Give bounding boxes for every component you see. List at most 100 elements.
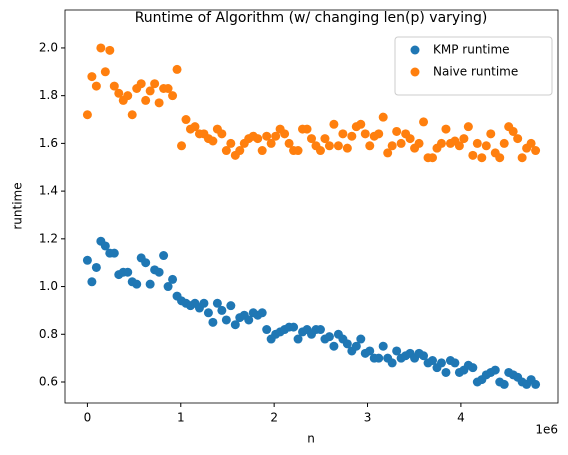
data-point	[82, 255, 92, 265]
data-point	[324, 332, 334, 342]
data-point	[262, 325, 272, 335]
data-point	[145, 279, 155, 289]
data-point	[365, 141, 375, 151]
data-point	[360, 129, 370, 139]
data-point	[383, 148, 393, 158]
data-point	[132, 279, 142, 289]
data-point	[459, 134, 469, 144]
data-point	[374, 353, 384, 363]
data-point	[481, 141, 491, 151]
data-point	[499, 138, 509, 148]
data-point	[338, 129, 348, 139]
y-tick-label: 0.8	[39, 327, 58, 341]
data-point	[230, 320, 240, 330]
data-point	[374, 129, 384, 139]
data-point	[486, 129, 496, 139]
data-point	[392, 126, 402, 136]
data-point	[82, 110, 92, 120]
data-point	[468, 363, 478, 373]
data-point	[266, 138, 276, 148]
legend-box	[394, 36, 553, 96]
data-point	[217, 305, 227, 315]
data-point	[203, 308, 213, 318]
data-point	[428, 153, 438, 163]
data-point	[428, 356, 438, 366]
x-tick-label: 0	[84, 411, 92, 425]
data-point	[262, 131, 272, 141]
data-point	[307, 134, 316, 144]
y-tick-label: 1.4	[39, 184, 58, 198]
data-point	[150, 79, 160, 89]
data-point	[226, 301, 236, 311]
data-point	[87, 277, 97, 287]
data-point	[419, 117, 429, 127]
data-point	[226, 138, 236, 148]
data-point	[293, 334, 303, 344]
data-point	[333, 141, 343, 151]
data-point	[235, 146, 245, 156]
data-point	[212, 298, 222, 308]
data-point	[253, 134, 263, 144]
data-point	[141, 95, 151, 105]
plot-frame	[64, 9, 559, 404]
data-point	[472, 138, 482, 148]
data-point	[463, 122, 473, 132]
legend-label: KMP runtime	[433, 43, 510, 57]
data-point	[289, 322, 299, 332]
data-point	[387, 141, 397, 151]
x-tick-label: 2	[270, 411, 278, 425]
data-point	[168, 91, 178, 101]
data-point	[96, 43, 106, 53]
data-point	[356, 334, 366, 344]
data-point	[221, 315, 231, 325]
data-point	[91, 81, 101, 91]
data-point	[351, 341, 361, 351]
data-point	[526, 138, 536, 148]
y-tick-label: 1.2	[39, 231, 58, 245]
y-tick-label: 2.0	[39, 40, 58, 54]
y-tick-label: 0.6	[39, 375, 58, 389]
data-point	[531, 379, 541, 389]
data-point	[168, 274, 178, 284]
data-point	[508, 126, 518, 136]
data-point	[105, 45, 115, 55]
x-tick-label: 4	[457, 411, 465, 425]
data-point	[181, 115, 191, 125]
data-point	[454, 141, 464, 151]
data-point	[513, 134, 523, 144]
data-point	[190, 122, 200, 132]
y-axis-label: runtime	[11, 182, 25, 229]
data-point	[329, 119, 339, 129]
y-tick-label: 1.6	[39, 136, 58, 150]
data-point	[436, 358, 446, 368]
legend: KMP runtime Naive runtime	[394, 36, 553, 96]
data-point	[468, 150, 478, 160]
legend-marker	[410, 45, 420, 55]
data-point	[127, 110, 137, 120]
chart-title: Runtime of Algorithm (w/ changing len(p)…	[135, 10, 488, 26]
data-point	[163, 282, 173, 292]
x-offset-label: 1e6	[535, 423, 558, 437]
data-point	[293, 146, 303, 156]
data-point	[342, 143, 352, 153]
data-point	[495, 153, 505, 163]
data-point	[392, 346, 402, 356]
data-point	[136, 79, 146, 89]
data-point	[347, 131, 357, 141]
data-point	[159, 251, 169, 261]
data-point	[100, 67, 110, 77]
data-point	[477, 153, 487, 163]
data-point	[378, 341, 388, 351]
legend-label: Naive runtime	[433, 65, 518, 79]
data-point	[280, 129, 290, 139]
data-point	[302, 124, 312, 134]
data-point	[405, 134, 415, 144]
data-point	[436, 138, 446, 148]
data-point	[329, 341, 339, 351]
data-point	[123, 91, 133, 101]
data-point	[221, 146, 231, 156]
data-point	[87, 72, 97, 82]
data-point	[315, 146, 325, 156]
data-point	[172, 64, 182, 74]
